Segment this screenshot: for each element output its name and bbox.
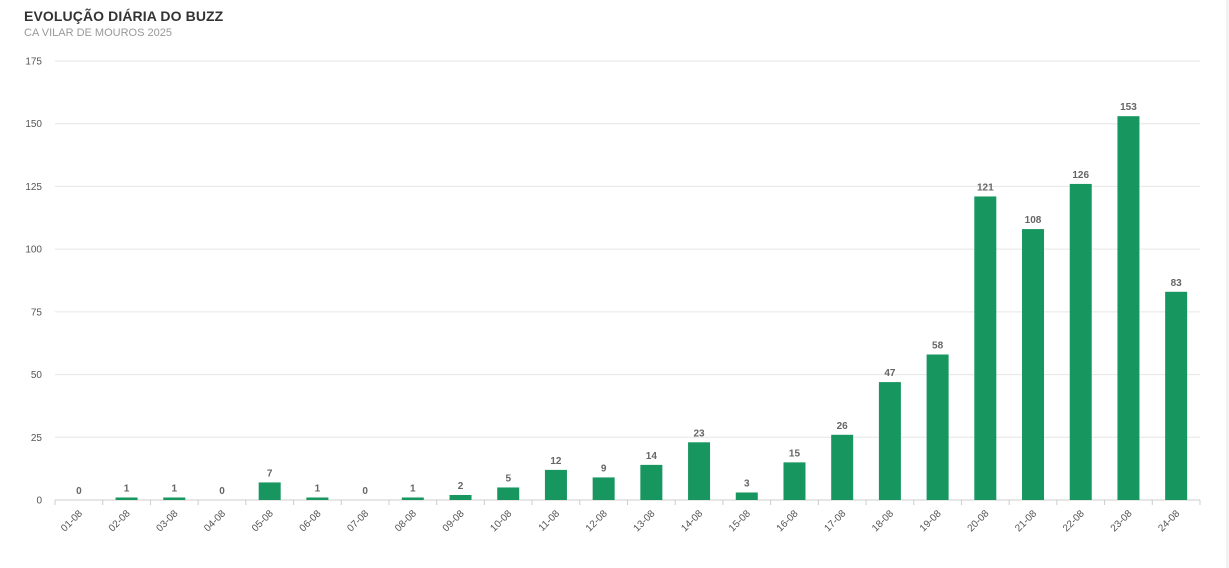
data-label: 12: [550, 456, 562, 467]
bar: [163, 497, 186, 500]
data-label: 121: [977, 182, 994, 193]
y-tick-label: 100: [25, 245, 42, 256]
bar: [115, 497, 138, 500]
scroll-edge: [1226, 0, 1229, 568]
bar: [926, 354, 949, 500]
x-tick-label: 03-08: [155, 508, 181, 534]
x-tick-label: 17-08: [822, 508, 848, 534]
data-label: 1: [410, 483, 416, 494]
y-tick-label: 50: [31, 370, 43, 381]
data-label: 1: [315, 483, 321, 494]
bar: [544, 469, 567, 500]
data-label: 3: [744, 478, 750, 489]
bar: [783, 462, 806, 500]
data-label: 0: [219, 486, 225, 497]
bar: [401, 497, 424, 500]
x-tick-label: 21-08: [1013, 508, 1039, 534]
x-tick-label: 20-08: [966, 508, 992, 534]
x-tick-label: 10-08: [488, 508, 514, 534]
data-label: 0: [362, 486, 368, 497]
chart-subtitle: CA VILAR DE MOUROS 2025: [24, 27, 172, 39]
data-label: 15: [789, 448, 801, 459]
y-tick-label: 75: [31, 307, 43, 318]
x-tick-label: 23-08: [1109, 508, 1135, 534]
data-label: 83: [1171, 278, 1183, 289]
x-tick-label: 07-08: [345, 508, 371, 534]
bar: [258, 482, 281, 500]
data-label: 26: [837, 421, 849, 432]
y-tick-label: 125: [25, 182, 42, 193]
y-tick-label: 0: [36, 496, 42, 507]
data-label: 7: [267, 468, 273, 479]
bar: [735, 492, 758, 500]
y-tick-label: 175: [25, 57, 42, 68]
bar: [974, 196, 997, 500]
x-tick-label: 16-08: [775, 508, 801, 534]
x-tick-label: 18-08: [870, 508, 896, 534]
x-tick-label: 13-08: [632, 508, 658, 534]
chart-header: EVOLUÇÃO DIÁRIA DO BUZZ CA VILAR DE MOUR…: [24, 8, 223, 40]
x-tick-label: 09-08: [441, 508, 467, 534]
y-tick-label: 25: [31, 433, 43, 444]
data-label: 126: [1072, 170, 1089, 181]
data-label: 1: [171, 483, 177, 494]
x-tick-label: 04-08: [202, 508, 228, 534]
bar: [1022, 229, 1045, 500]
data-label: 0: [76, 486, 82, 497]
bar: [878, 382, 901, 500]
x-tick-label: 06-08: [298, 508, 324, 534]
x-tick-label: 12-08: [584, 508, 610, 534]
x-tick-label: 11-08: [537, 508, 563, 534]
bar: [449, 494, 472, 500]
x-tick-label: 24-08: [1156, 508, 1182, 534]
bar: [592, 477, 615, 500]
x-tick-label: 08-08: [393, 508, 419, 534]
data-label: 108: [1025, 215, 1042, 226]
data-label: 47: [884, 368, 896, 379]
chart-title: EVOLUÇÃO DIÁRIA DO BUZZ: [24, 8, 224, 24]
data-label: 14: [646, 451, 658, 462]
x-tick-label: 02-08: [107, 508, 133, 534]
bar: [831, 434, 854, 500]
data-label: 153: [1120, 102, 1137, 113]
bar: [497, 487, 520, 500]
data-label: 9: [601, 463, 607, 474]
x-tick-label: 22-08: [1061, 508, 1087, 534]
x-tick-label: 14-08: [679, 508, 705, 534]
bar: [640, 464, 663, 500]
bar: [1117, 116, 1140, 500]
bar: [1165, 291, 1188, 500]
y-tick-label: 150: [25, 119, 42, 130]
data-label: 5: [505, 473, 511, 484]
x-tick-label: 15-08: [727, 508, 753, 534]
data-label: 23: [694, 428, 706, 439]
bar: [688, 442, 711, 500]
data-label: 1: [124, 483, 130, 494]
data-label: 58: [932, 341, 944, 352]
bar: [306, 497, 329, 500]
data-label: 2: [458, 481, 464, 492]
x-tick-label: 19-08: [918, 508, 944, 534]
bar: [1069, 183, 1092, 501]
x-tick-label: 01-08: [59, 508, 85, 534]
x-tick-label: 05-08: [250, 508, 276, 534]
